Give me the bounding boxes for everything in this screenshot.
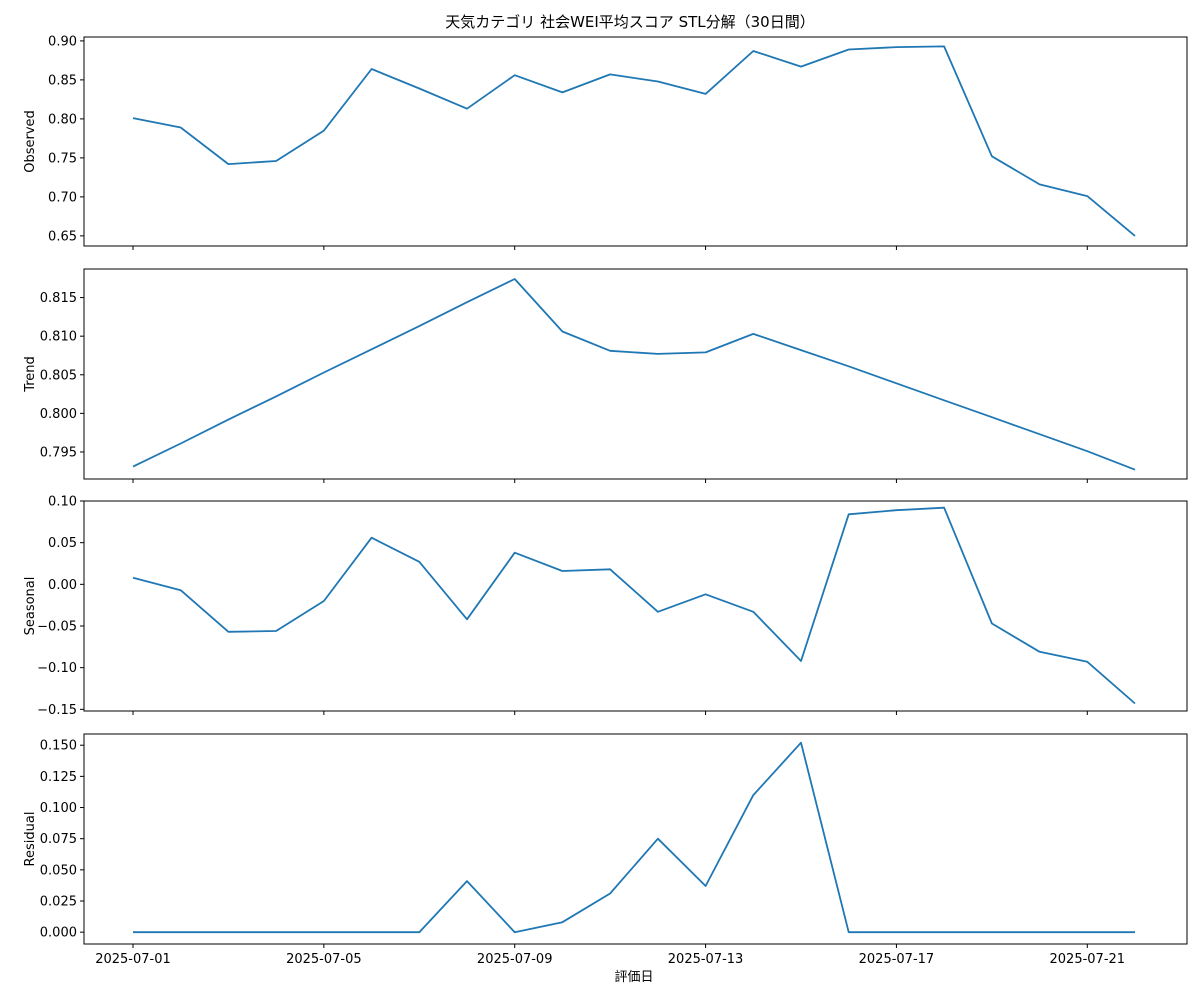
- y-tick-label: 0.025: [40, 895, 77, 910]
- x-axis-label: 評価日: [614, 970, 653, 985]
- panel-seasonal: −0.15 −0.10 −0.05 0.00 0.05 0.10 Seasonal: [23, 495, 1188, 718]
- y-tick-label: 0.075: [40, 832, 77, 847]
- panel-frame: [83, 500, 1188, 712]
- y-tick-label: 0.805: [40, 368, 77, 383]
- panel-frame: [83, 268, 1188, 480]
- y-tick-label: 0.810: [40, 330, 77, 345]
- y-tick-label: 0.100: [40, 801, 77, 816]
- y-tick-label: −0.05: [37, 620, 77, 635]
- chart-title: 天気カテゴリ 社会WEI平均スコア STL分解（30日間）: [445, 13, 814, 31]
- y-tick-label: 0.00: [48, 578, 77, 593]
- panels-group: 0.65 0.70 0.75 0.80 0.85 0.90 Observed 0.795 0.8…: [23, 34, 1188, 967]
- y-tick-label: 0.90: [48, 34, 77, 49]
- x-tick-label: 2025-07-13: [668, 952, 744, 967]
- y-tick-label: 0.050: [40, 863, 77, 878]
- series-line-residual: [133, 741, 1135, 934]
- panel-trend: 0.795 0.800 0.805 0.810 0.815 Trend: [23, 268, 1188, 483]
- y-tick-label: 0.85: [48, 73, 77, 88]
- x-tick-label: 2025-07-09: [477, 952, 553, 967]
- y-tick-label: 0.125: [40, 770, 77, 785]
- y-tick-label: 0.70: [48, 190, 77, 205]
- y-axis-label: Observed: [23, 110, 38, 173]
- x-tick-label: 2025-07-01: [95, 952, 171, 967]
- panel-observed: 0.65 0.70 0.75 0.80 0.85 0.90 Observed: [23, 34, 1188, 250]
- y-tick-label: 0.10: [48, 495, 77, 510]
- series-line-seasonal: [132, 506, 1136, 705]
- y-tick-label: 0.815: [40, 291, 77, 306]
- panel-frame: [83, 733, 1188, 945]
- y-tick-label: 0.800: [40, 407, 77, 422]
- x-tick-label: 2025-07-21: [1050, 952, 1126, 967]
- series-line-observed: [132, 45, 1136, 237]
- panel-residual: 0.000 0.025 0.050 0.075 0.100 0.125 0.150 Resid…: [23, 733, 1188, 967]
- y-tick-label: 0.000: [40, 926, 77, 941]
- series-line-trend: [132, 278, 1136, 471]
- y-tick-label: −0.15: [37, 703, 77, 718]
- y-axis-label: Trend: [23, 356, 38, 393]
- y-tick-label: 0.80: [48, 112, 77, 127]
- panel-frame: [83, 36, 1188, 247]
- y-tick-label: 0.75: [48, 151, 77, 166]
- y-tick-label: 0.65: [48, 229, 77, 244]
- y-tick-label: 0.795: [40, 445, 77, 460]
- y-tick-label: 0.05: [48, 536, 77, 551]
- y-axis-label: Seasonal: [23, 577, 38, 636]
- y-axis-label: Residual: [23, 812, 38, 867]
- x-tick-label: 2025-07-17: [859, 952, 935, 967]
- y-tick-label: 0.150: [40, 739, 77, 754]
- y-tick-label: −0.10: [37, 661, 77, 676]
- x-tick-label: 2025-07-05: [286, 952, 362, 967]
